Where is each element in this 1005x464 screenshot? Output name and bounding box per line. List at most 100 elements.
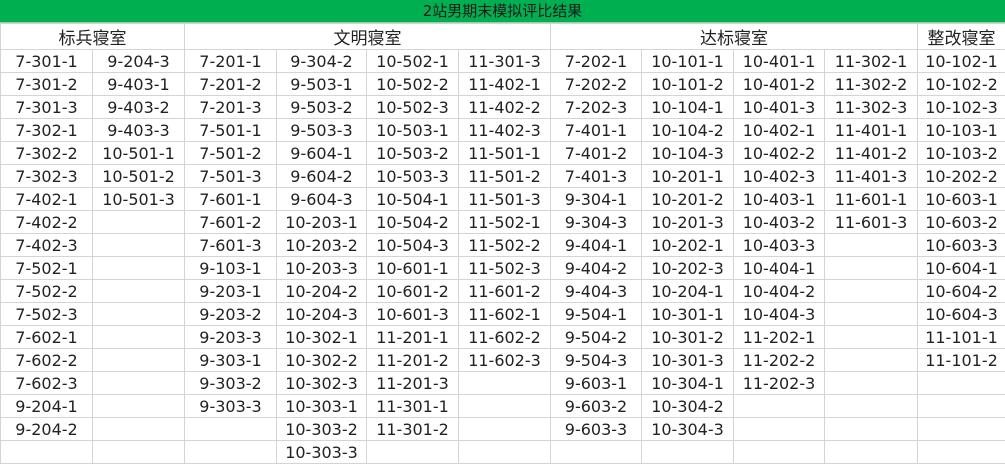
room-cell[interactable]: 10-601-1 [367, 257, 459, 280]
room-cell[interactable]: 9-503-2 [277, 96, 367, 119]
room-cell[interactable]: 9-204-1 [1, 395, 93, 418]
room-cell[interactable]: 10-301-3 [642, 349, 734, 372]
room-cell[interactable]: 11-601-2 [459, 280, 551, 303]
room-cell[interactable] [93, 257, 185, 280]
room-cell[interactable] [825, 280, 918, 303]
room-cell[interactable]: 11-302-3 [825, 96, 918, 119]
room-cell[interactable] [93, 234, 185, 257]
room-cell[interactable]: 9-503-3 [277, 119, 367, 142]
room-cell[interactable]: 10-304-1 [642, 372, 734, 395]
room-cell[interactable]: 10-501-3 [93, 188, 185, 211]
room-cell[interactable]: 9-604-2 [277, 165, 367, 188]
room-cell[interactable]: 7-502-1 [1, 257, 93, 280]
room-cell[interactable]: 10-201-1 [642, 165, 734, 188]
room-cell[interactable]: 11-402-3 [459, 119, 551, 142]
room-cell[interactable]: 11-501-3 [459, 188, 551, 211]
room-cell[interactable]: 10-204-2 [277, 280, 367, 303]
room-cell[interactable]: 7-602-3 [1, 372, 93, 395]
group-header[interactable]: 达标寝室 [551, 24, 918, 50]
room-cell[interactable]: 9-604-1 [277, 142, 367, 165]
room-cell[interactable]: 10-504-2 [367, 211, 459, 234]
room-cell[interactable]: 7-502-3 [1, 303, 93, 326]
room-cell[interactable]: 9-504-2 [551, 326, 642, 349]
room-cell[interactable]: 11-201-2 [367, 349, 459, 372]
room-cell[interactable]: 11-501-2 [459, 165, 551, 188]
room-cell[interactable]: 10-102-3 [918, 96, 1005, 119]
room-cell[interactable]: 11-401-3 [825, 165, 918, 188]
room-cell[interactable]: 10-502-3 [367, 96, 459, 119]
room-cell[interactable]: 9-603-2 [551, 395, 642, 418]
room-cell[interactable] [825, 441, 918, 464]
room-cell[interactable]: 7-301-2 [1, 73, 93, 96]
group-header[interactable]: 文明寝室 [185, 24, 551, 50]
room-cell[interactable]: 10-301-2 [642, 326, 734, 349]
room-cell[interactable] [93, 349, 185, 372]
room-cell[interactable]: 7-602-2 [1, 349, 93, 372]
room-cell[interactable]: 10-303-1 [277, 395, 367, 418]
room-cell[interactable]: 11-601-3 [825, 211, 918, 234]
room-cell[interactable] [93, 280, 185, 303]
room-cell[interactable] [93, 211, 185, 234]
room-cell[interactable]: 11-101-1 [918, 326, 1005, 349]
room-cell[interactable] [93, 395, 185, 418]
room-cell[interactable]: 7-401-3 [551, 165, 642, 188]
room-cell[interactable]: 10-504-1 [367, 188, 459, 211]
room-cell[interactable]: 11-602-1 [459, 303, 551, 326]
room-cell[interactable]: 10-404-2 [734, 280, 825, 303]
room-cell[interactable]: 7-401-2 [551, 142, 642, 165]
room-cell[interactable]: 10-503-2 [367, 142, 459, 165]
room-cell[interactable]: 10-402-3 [734, 165, 825, 188]
room-cell[interactable]: 10-503-1 [367, 119, 459, 142]
room-cell[interactable]: 10-603-2 [918, 211, 1005, 234]
room-cell[interactable]: 9-204-2 [1, 418, 93, 441]
room-cell[interactable]: 9-403-2 [93, 96, 185, 119]
room-cell[interactable]: 11-301-2 [367, 418, 459, 441]
room-cell[interactable]: 9-103-1 [185, 257, 277, 280]
room-cell[interactable] [367, 441, 459, 464]
room-cell[interactable]: 11-502-3 [459, 257, 551, 280]
room-cell[interactable]: 11-601-1 [825, 188, 918, 211]
room-cell[interactable]: 10-202-1 [642, 234, 734, 257]
room-cell[interactable] [734, 395, 825, 418]
room-cell[interactable]: 9-203-2 [185, 303, 277, 326]
room-cell[interactable] [734, 418, 825, 441]
group-header[interactable]: 标兵寝室 [1, 24, 185, 50]
room-cell[interactable]: 11-502-2 [459, 234, 551, 257]
room-cell[interactable]: 11-201-1 [367, 326, 459, 349]
room-cell[interactable] [918, 441, 1005, 464]
room-cell[interactable]: 10-202-3 [642, 257, 734, 280]
room-cell[interactable]: 11-201-3 [367, 372, 459, 395]
room-cell[interactable]: 7-202-1 [551, 50, 642, 73]
room-cell[interactable]: 9-404-1 [551, 234, 642, 257]
room-cell[interactable] [825, 234, 918, 257]
room-cell[interactable]: 9-403-3 [93, 119, 185, 142]
room-cell[interactable]: 10-604-3 [918, 303, 1005, 326]
room-cell[interactable] [551, 441, 642, 464]
group-header[interactable]: 整改寝室 [918, 24, 1005, 50]
room-cell[interactable]: 11-602-3 [459, 349, 551, 372]
room-cell[interactable]: 9-504-1 [551, 303, 642, 326]
room-cell[interactable]: 11-401-1 [825, 119, 918, 142]
room-cell[interactable]: 10-603-3 [918, 234, 1005, 257]
room-cell[interactable] [825, 326, 918, 349]
room-cell[interactable]: 7-402-2 [1, 211, 93, 234]
room-cell[interactable]: 7-601-3 [185, 234, 277, 257]
room-cell[interactable]: 10-403-1 [734, 188, 825, 211]
room-cell[interactable]: 7-402-1 [1, 188, 93, 211]
room-cell[interactable]: 11-301-3 [459, 50, 551, 73]
room-cell[interactable]: 9-404-3 [551, 280, 642, 303]
room-cell[interactable]: 10-102-2 [918, 73, 1005, 96]
room-cell[interactable]: 10-304-2 [642, 395, 734, 418]
room-cell[interactable] [93, 372, 185, 395]
room-cell[interactable]: 7-501-1 [185, 119, 277, 142]
room-cell[interactable]: 7-501-3 [185, 165, 277, 188]
room-cell[interactable]: 10-601-3 [367, 303, 459, 326]
room-cell[interactable]: 10-203-2 [277, 234, 367, 257]
room-cell[interactable]: 10-402-2 [734, 142, 825, 165]
room-cell[interactable] [734, 441, 825, 464]
room-cell[interactable]: 7-201-3 [185, 96, 277, 119]
room-cell[interactable]: 10-401-1 [734, 50, 825, 73]
room-cell[interactable]: 10-201-3 [642, 211, 734, 234]
room-cell[interactable]: 9-603-3 [551, 418, 642, 441]
room-cell[interactable]: 10-604-2 [918, 280, 1005, 303]
